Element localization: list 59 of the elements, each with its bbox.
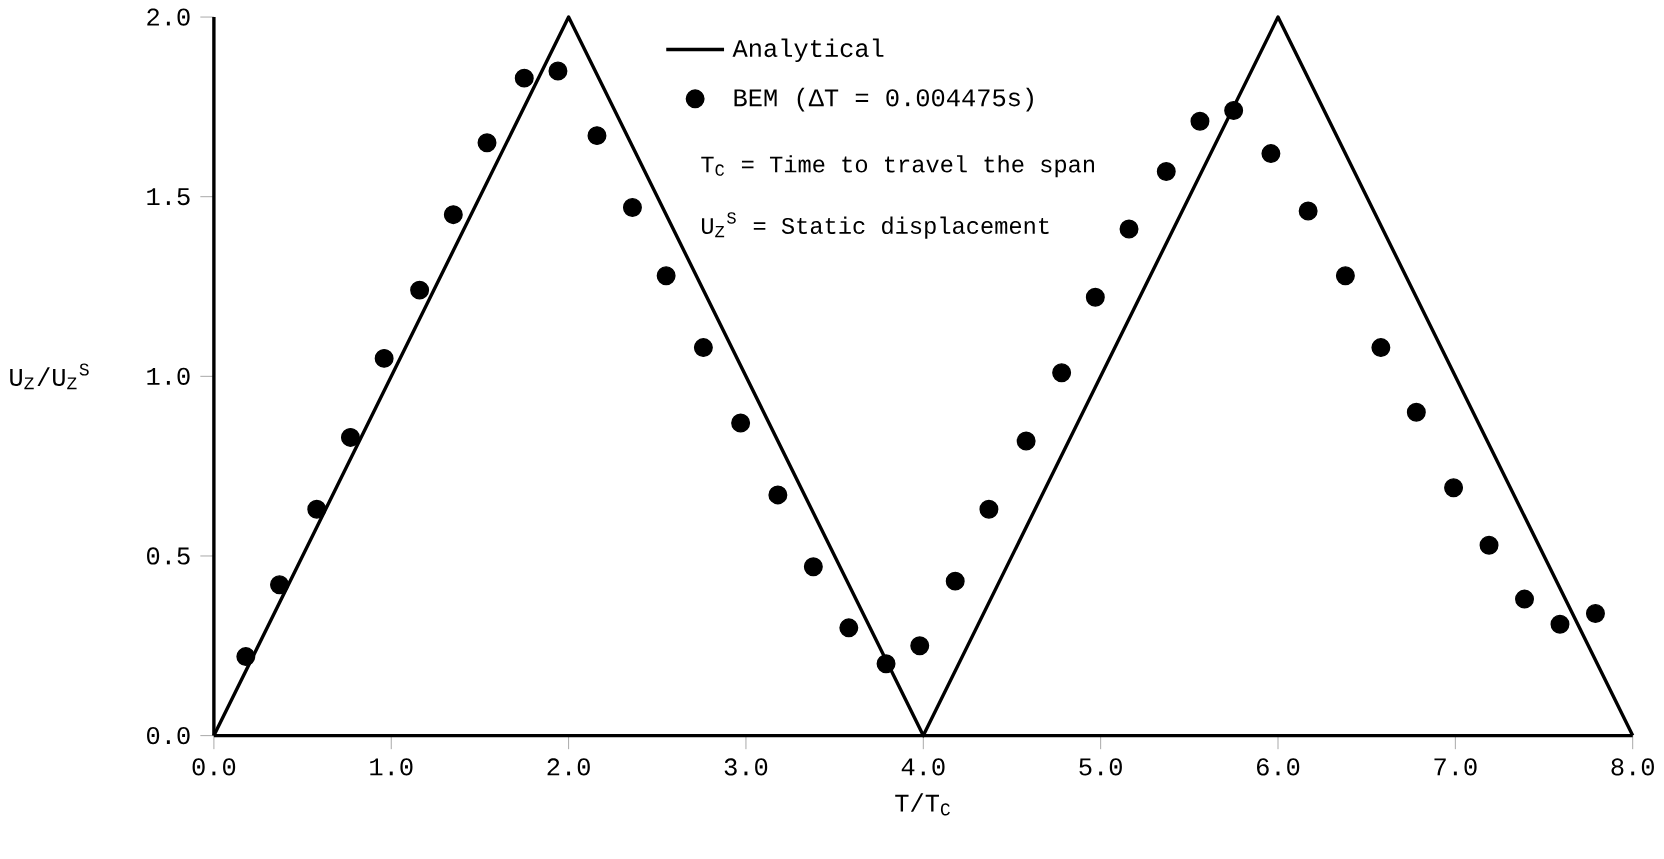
x-tick-label: 0.0 [192,758,236,776]
y-axis-title: U$_{Z}$/U$_{Z}$S [10,363,89,390]
point [979,499,999,519]
point [1190,111,1210,131]
x-tick-label: 2.0 [547,758,590,776]
point [1224,101,1244,120]
point [477,133,497,153]
point [693,338,713,358]
x-tick-label: 1.0 [370,758,413,776]
point [307,499,327,519]
x-axis-title: T/T$_{C}$ [895,793,950,816]
point [1515,589,1534,609]
legend-label: Analytical [732,38,884,63]
y-tick-label: 0.5 [147,547,190,565]
y-tick-label: 0.0 [147,727,190,745]
x-tick-label: 3.0 [724,758,768,776]
point [270,575,289,595]
point [768,485,788,505]
point [1406,402,1426,422]
point [443,205,463,225]
point [1585,604,1605,623]
x-tick-label: 8.0 [1611,758,1654,776]
point [1052,363,1072,383]
annotation: T$_{C}$ = Time to travel the span [701,155,1094,178]
point [1479,535,1499,555]
x-tick-label: 4.0 [901,758,945,776]
point [803,557,823,577]
point [839,618,859,638]
point [910,636,930,656]
x-tick-label: 7.0 [1434,758,1477,776]
point [548,61,568,81]
point [1335,266,1355,286]
y-tick-label: 1.5 [147,188,190,206]
y-tick-label: 2.0 [147,8,190,26]
point [514,68,534,88]
point [1444,478,1464,498]
point [1119,219,1139,239]
point [876,654,896,674]
point [656,266,676,286]
x-tick-label: 6.0 [1257,758,1300,776]
point [622,198,642,217]
point [1261,144,1281,164]
point [410,280,430,300]
legend-label: BEM (ΔT = 0.004475s) [734,87,1033,112]
annotation: U$_{Z}$$^{S}$ = Static displacement [701,212,1049,239]
point [1085,287,1105,307]
point [1371,338,1391,358]
point [1156,162,1176,182]
point [731,413,751,433]
point [1550,614,1570,634]
point [374,348,394,368]
y-tick-label: 1.0 [147,367,190,386]
point [587,126,607,146]
point [340,427,360,447]
point [236,647,256,667]
x-tick-label: 5.0 [1079,758,1122,776]
point [1298,201,1318,221]
point [1016,431,1036,451]
point [945,571,965,591]
